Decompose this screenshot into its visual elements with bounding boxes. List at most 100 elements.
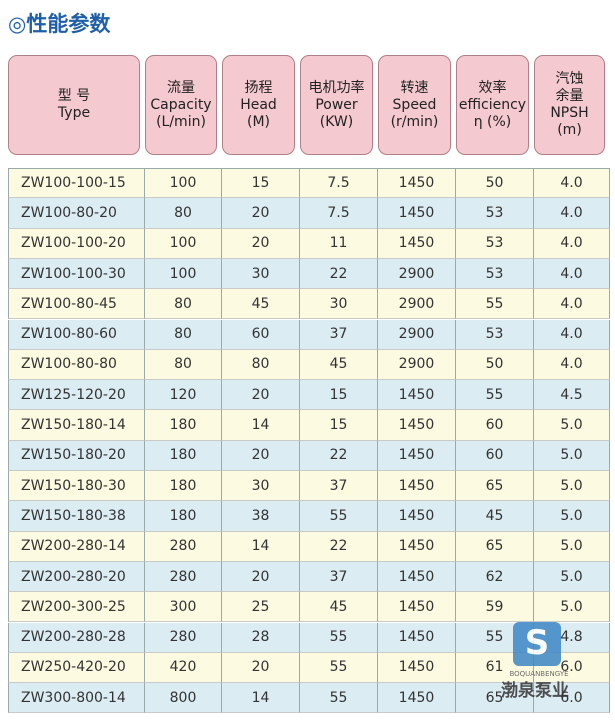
model-cell: ZW200-280-28 [8, 622, 145, 653]
header-cell: 型 号 Type [8, 55, 140, 155]
value-cell: 280 [145, 531, 222, 562]
value-cell: 100 [145, 228, 222, 259]
model-cell: ZW200-280-20 [8, 561, 145, 593]
value-cell: 20 [222, 440, 300, 471]
logo-mark: S [525, 623, 550, 663]
value-cell: 55 [456, 380, 534, 411]
value-cell: 30 [222, 471, 300, 502]
header-cell: 汽蚀 余量 NPSH (m) [534, 55, 605, 155]
model-cell: ZW300-800-14 [8, 683, 145, 714]
value-cell: 5.0 [534, 592, 610, 623]
model-cell: ZW100-100-15 [8, 168, 145, 199]
value-cell: 100 [145, 258, 222, 290]
header-line: 扬程 [244, 79, 273, 96]
value-cell: 1450 [378, 410, 456, 441]
value-cell: 37 [300, 561, 378, 593]
header-line: Speed [392, 96, 437, 113]
value-cell: 1450 [378, 652, 456, 684]
value-cell: 5.0 [534, 410, 610, 441]
value-cell: 100 [145, 168, 222, 199]
value-cell: 180 [145, 410, 222, 441]
value-cell: 180 [145, 501, 222, 532]
header-line: η (%) [473, 113, 512, 130]
value-cell: 37 [300, 471, 378, 502]
header-line: 流量 [167, 79, 195, 96]
value-cell: 7.5 [300, 198, 378, 229]
value-cell: 30 [300, 289, 378, 320]
header-line: NPSH [550, 105, 589, 121]
value-cell: 53 [456, 258, 534, 290]
value-cell: 60 [456, 410, 534, 441]
header-line: Power [315, 96, 358, 113]
value-cell: 50 [456, 168, 534, 199]
watermark-sub: BOQUANBENGYE [509, 670, 568, 678]
value-cell: 20 [222, 198, 300, 229]
model-cell: ZW250-420-20 [8, 652, 145, 684]
value-cell: 65 [456, 471, 534, 502]
section-title: ◎性能参数 [8, 12, 111, 36]
value-cell: 1450 [378, 471, 456, 502]
value-cell: 4.0 [534, 198, 610, 229]
value-cell: 15 [300, 380, 378, 411]
value-cell: 45 [222, 289, 300, 320]
value-cell: 2900 [378, 289, 456, 320]
model-cell: ZW100-100-30 [8, 258, 145, 290]
value-cell: 4.0 [534, 258, 610, 290]
value-cell: 22 [300, 531, 378, 562]
header-line: 效率 [478, 79, 507, 96]
value-cell: 1450 [378, 228, 456, 259]
header-line: Head [240, 96, 277, 113]
value-cell: 65 [456, 683, 534, 714]
header-line: (KW) [319, 113, 354, 130]
value-cell: 14 [222, 410, 300, 441]
value-cell: 5.0 [534, 501, 610, 532]
model-cell: ZW150-180-38 [8, 501, 145, 532]
value-cell: 65 [456, 531, 534, 562]
model-cell: ZW200-300-25 [8, 592, 145, 623]
header-cell: 效率 efficiency η (%) [456, 55, 529, 155]
value-cell: 4.0 [534, 319, 610, 350]
value-cell: 1450 [378, 440, 456, 471]
value-cell: 1450 [378, 683, 456, 714]
header-cell: 流量 Capacity (L/min) [145, 55, 217, 155]
value-cell: 14 [222, 683, 300, 714]
value-cell: 60 [222, 319, 300, 350]
value-cell: 38 [222, 501, 300, 532]
value-cell: 4.0 [534, 289, 610, 320]
header-cell: 电机功率 Power (KW) [300, 55, 373, 155]
value-cell: 20 [222, 228, 300, 259]
header-line: 余量 [555, 88, 584, 104]
value-cell: 2900 [378, 258, 456, 290]
value-cell: 20 [222, 561, 300, 593]
value-cell: 60 [456, 440, 534, 471]
value-cell: 80 [145, 349, 222, 381]
header-line: (r/min) [390, 113, 439, 130]
header-line: efficiency [458, 96, 527, 113]
value-cell: 1450 [378, 168, 456, 199]
model-cell: ZW150-180-20 [8, 440, 145, 471]
watermark: S BOQUANBENGYE 渤泉泵业 [495, 620, 605, 720]
value-cell: 180 [145, 440, 222, 471]
value-cell: 28 [222, 622, 300, 653]
value-cell: 45 [300, 592, 378, 623]
value-cell: 55 [300, 501, 378, 532]
value-cell: 1450 [378, 380, 456, 411]
watermark-logo: S BOQUANBENGYE 渤泉泵业 [501, 622, 569, 701]
value-cell: 2900 [378, 319, 456, 350]
header-line: (m) [557, 122, 582, 138]
value-cell: 1450 [378, 561, 456, 593]
value-cell: 80 [145, 319, 222, 350]
value-cell: 80 [145, 289, 222, 320]
header-line: (M) [246, 113, 270, 130]
value-cell: 62 [456, 561, 534, 593]
header-line: 电机功率 [308, 79, 365, 96]
value-cell: 420 [145, 652, 222, 684]
model-cell: ZW100-80-80 [8, 349, 145, 381]
value-cell: 7.5 [300, 168, 378, 199]
value-cell: 4.0 [534, 228, 610, 259]
value-cell: 1450 [378, 531, 456, 562]
value-cell: 1450 [378, 198, 456, 229]
value-cell: 5.0 [534, 531, 610, 562]
value-cell: 20 [222, 652, 300, 684]
